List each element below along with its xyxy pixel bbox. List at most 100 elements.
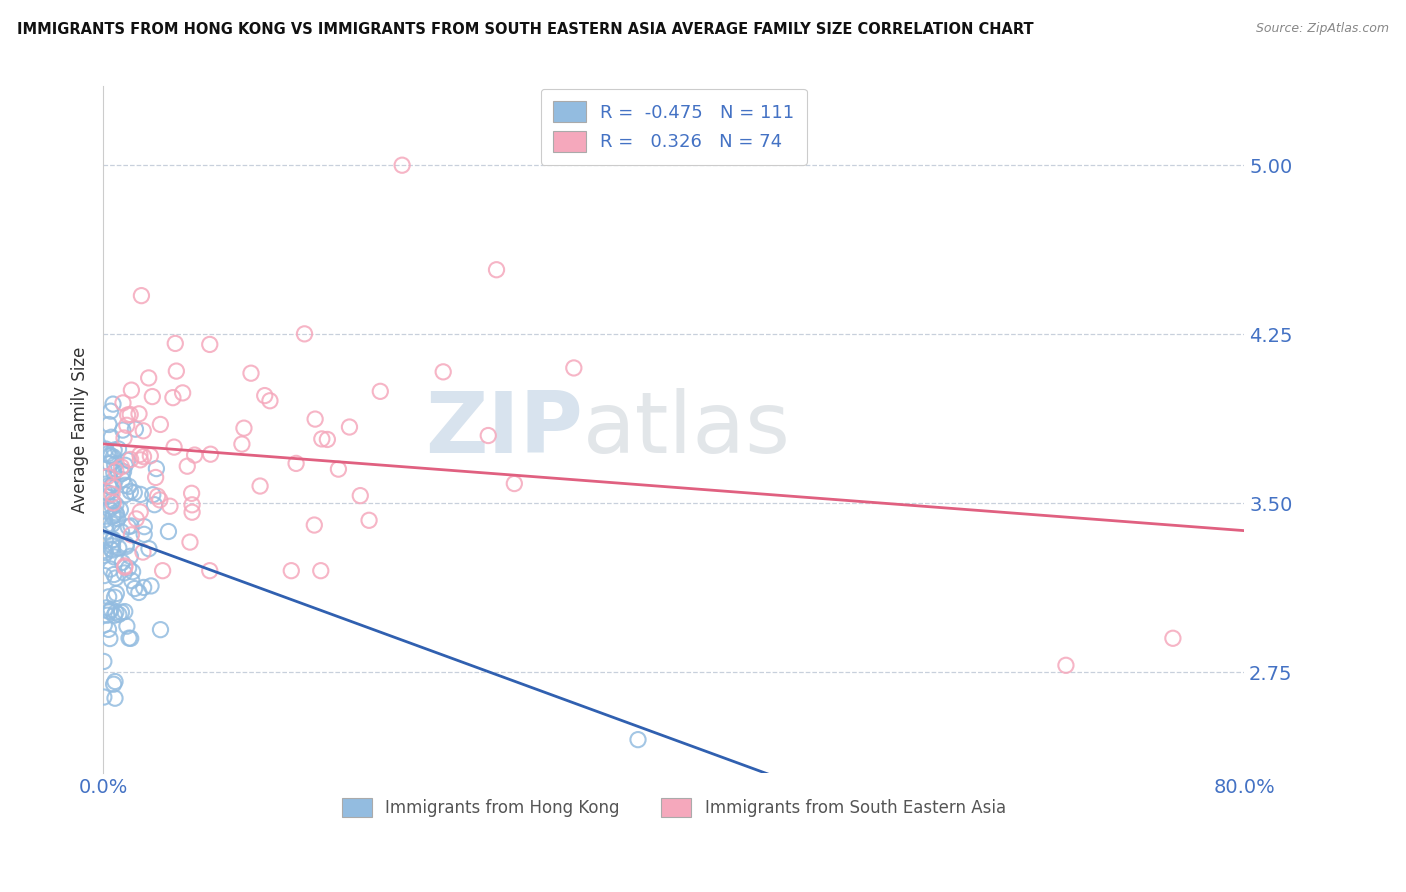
- Point: [309, 564, 332, 578]
- Point: [115, 540, 138, 554]
- Point: [94, 484, 117, 499]
- Point: [97, 485, 120, 500]
- Point: [93, 462, 115, 476]
- Point: [128, 585, 150, 599]
- Point: [485, 262, 508, 277]
- Point: [97, 590, 120, 604]
- Point: [93, 549, 115, 563]
- Point: [97, 478, 120, 492]
- Point: [294, 326, 316, 341]
- Point: [138, 541, 160, 556]
- Point: [142, 488, 165, 502]
- Point: [93, 690, 115, 704]
- Point: [103, 508, 125, 523]
- Point: [143, 498, 166, 512]
- Point: [139, 579, 162, 593]
- Point: [165, 364, 187, 378]
- Point: [104, 506, 127, 520]
- Point: [103, 443, 125, 458]
- Point: [316, 433, 339, 447]
- Point: [121, 565, 143, 579]
- Point: [165, 336, 187, 351]
- Point: [253, 388, 276, 402]
- Point: [124, 582, 146, 596]
- Point: [104, 605, 127, 619]
- Point: [98, 502, 121, 516]
- Point: [93, 568, 115, 582]
- Point: [114, 458, 136, 473]
- Point: [304, 518, 326, 533]
- Point: [114, 560, 136, 574]
- Point: [138, 371, 160, 385]
- Point: [562, 360, 585, 375]
- Point: [129, 487, 152, 501]
- Point: [259, 393, 281, 408]
- Point: [125, 512, 148, 526]
- Point: [304, 412, 326, 426]
- Point: [120, 528, 142, 542]
- Point: [129, 448, 152, 462]
- Point: [1054, 658, 1077, 673]
- Point: [115, 418, 138, 433]
- Point: [110, 605, 132, 619]
- Point: [101, 493, 124, 508]
- Point: [98, 480, 121, 494]
- Point: [124, 422, 146, 436]
- Point: [120, 383, 142, 397]
- Point: [94, 545, 117, 559]
- Point: [104, 674, 127, 689]
- Point: [139, 449, 162, 463]
- Point: [101, 533, 124, 547]
- Point: [103, 567, 125, 582]
- Point: [391, 158, 413, 172]
- Point: [120, 519, 142, 533]
- Point: [94, 533, 117, 548]
- Point: [93, 655, 115, 669]
- Point: [97, 417, 120, 432]
- Point: [107, 512, 129, 526]
- Point: [200, 447, 222, 461]
- Point: [96, 608, 118, 623]
- Point: [176, 459, 198, 474]
- Point: [110, 459, 132, 474]
- Point: [96, 600, 118, 615]
- Point: [146, 489, 169, 503]
- Point: [120, 484, 142, 499]
- Point: [111, 467, 134, 481]
- Point: [149, 417, 172, 432]
- Point: [181, 498, 204, 512]
- Point: [145, 470, 167, 484]
- Point: [112, 465, 135, 479]
- Point: [285, 457, 308, 471]
- Point: [98, 632, 121, 646]
- Point: [249, 479, 271, 493]
- Point: [115, 619, 138, 633]
- Text: atlas: atlas: [582, 388, 790, 471]
- Point: [117, 453, 139, 467]
- Point: [232, 421, 254, 435]
- Point: [432, 365, 454, 379]
- Point: [103, 677, 125, 691]
- Point: [112, 431, 135, 445]
- Point: [132, 424, 155, 438]
- Point: [110, 502, 132, 516]
- Point: [103, 450, 125, 464]
- Point: [183, 448, 205, 462]
- Point: [134, 527, 156, 541]
- Point: [93, 513, 115, 527]
- Point: [368, 384, 391, 399]
- Point: [120, 632, 142, 646]
- Point: [103, 476, 125, 491]
- Point: [100, 430, 122, 444]
- Point: [117, 408, 139, 422]
- Point: [132, 450, 155, 464]
- Point: [149, 492, 172, 507]
- Point: [96, 524, 118, 539]
- Point: [98, 449, 121, 463]
- Point: [105, 508, 128, 522]
- Point: [121, 574, 143, 588]
- Y-axis label: Average Family Size: Average Family Size: [72, 347, 89, 513]
- Point: [107, 442, 129, 456]
- Point: [101, 397, 124, 411]
- Point: [131, 288, 153, 302]
